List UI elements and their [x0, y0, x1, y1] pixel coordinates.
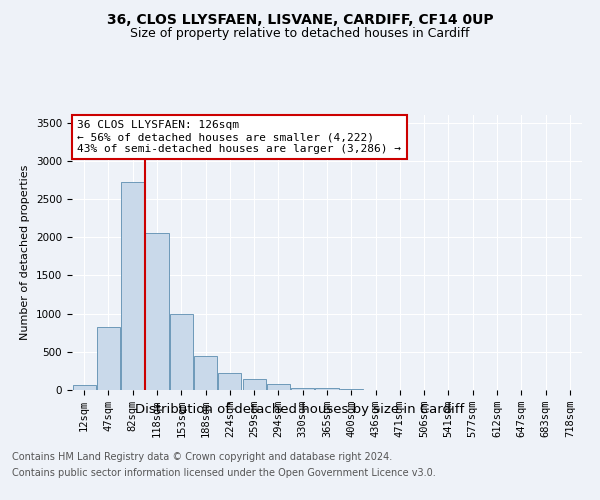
- Bar: [97, 328, 120, 390]
- Bar: [170, 314, 193, 390]
- Bar: [267, 384, 290, 390]
- Bar: [340, 389, 363, 390]
- Text: Distribution of detached houses by size in Cardiff: Distribution of detached houses by size …: [136, 402, 464, 415]
- Text: Contains HM Land Registry data © Crown copyright and database right 2024.: Contains HM Land Registry data © Crown c…: [12, 452, 392, 462]
- Bar: [291, 388, 314, 390]
- Text: Contains public sector information licensed under the Open Government Licence v3: Contains public sector information licen…: [12, 468, 436, 477]
- Bar: [73, 386, 95, 390]
- Bar: [145, 232, 169, 390]
- Bar: [218, 373, 241, 390]
- Y-axis label: Number of detached properties: Number of detached properties: [20, 165, 31, 340]
- Text: 36, CLOS LLYSFAEN, LISVANE, CARDIFF, CF14 0UP: 36, CLOS LLYSFAEN, LISVANE, CARDIFF, CF1…: [107, 12, 493, 26]
- Bar: [121, 182, 144, 390]
- Text: 36 CLOS LLYSFAEN: 126sqm
← 56% of detached houses are smaller (4,222)
43% of sem: 36 CLOS LLYSFAEN: 126sqm ← 56% of detach…: [77, 120, 401, 154]
- Bar: [242, 379, 266, 390]
- Bar: [194, 356, 217, 390]
- Text: Size of property relative to detached houses in Cardiff: Size of property relative to detached ho…: [130, 28, 470, 40]
- Bar: [316, 388, 338, 390]
